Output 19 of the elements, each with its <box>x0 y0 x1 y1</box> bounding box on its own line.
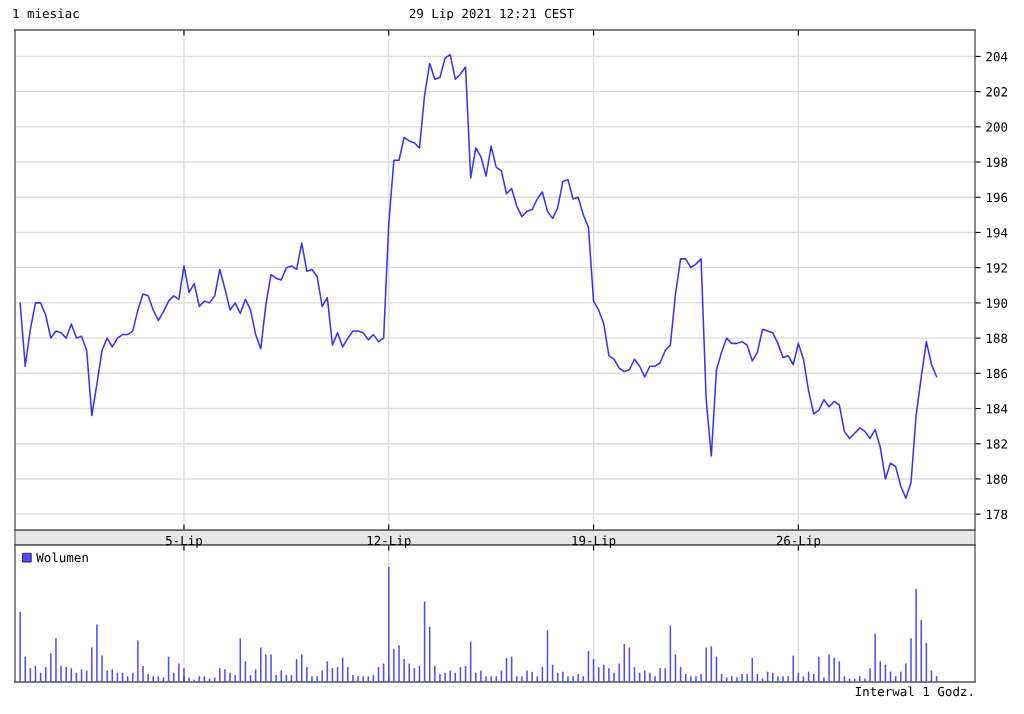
y-tick-label: 182 <box>986 439 1007 449</box>
chart-title: 1 miesiac <box>13 8 79 19</box>
line-series <box>19 53 938 500</box>
y-tick-label: 186 <box>986 368 1008 379</box>
y-tick-label: 188 <box>986 333 1008 344</box>
y-tick-label: 192 <box>986 263 1007 273</box>
y-tick-label: 190 <box>986 298 1008 308</box>
y-tick-label: 180 <box>986 474 1008 484</box>
text: Interwal 1 Godz. <box>855 686 972 697</box>
y-tick-label: 202 <box>986 87 1007 97</box>
y-tick-label: 200 <box>986 122 1008 132</box>
y-tick-label: 196 <box>986 192 1008 203</box>
y-tick-label: 198 <box>986 157 1008 167</box>
y-tick-label: 194 <box>986 227 1008 238</box>
y-tick-label: 204 <box>986 51 1008 62</box>
y-tick-label: 184 <box>986 404 1008 414</box>
chart-subtitle: 29 Lip 2021 12:21 CEST <box>409 8 575 21</box>
y-tick-label: 178 <box>986 509 1008 520</box>
legend-label: Wolumen <box>36 552 88 563</box>
